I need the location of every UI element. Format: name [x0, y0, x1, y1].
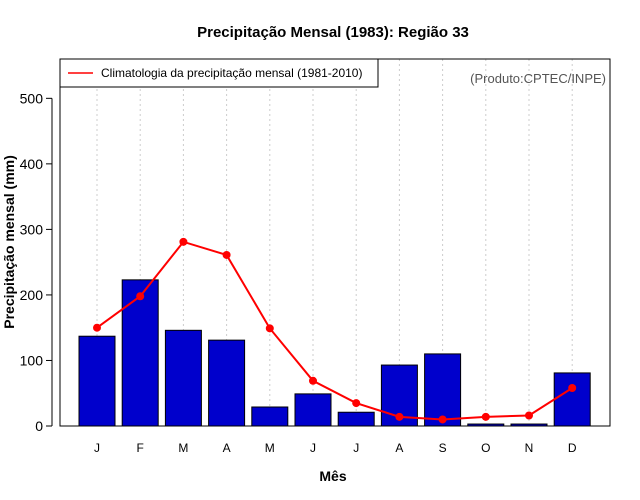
x-tick-label-10: O [481, 441, 490, 455]
bars [78, 279, 591, 427]
legend: Climatologia da precipitação mensal (198… [59, 58, 379, 88]
bar-12 [553, 372, 591, 427]
climatology-point-11 [525, 411, 533, 420]
climatology-point-9 [438, 415, 447, 424]
bar-1 [78, 335, 116, 427]
climatology-point-7 [352, 399, 361, 408]
bar-7 [337, 411, 375, 427]
climatology-line-series [93, 237, 577, 424]
climatology-point-5 [265, 324, 274, 333]
x-tick-label-6: J [310, 441, 316, 455]
x-tick-label-3: M [178, 441, 188, 455]
bar-4 [208, 339, 246, 427]
x-tick-label-9: S [439, 441, 447, 455]
x-tick-label-2: F [137, 441, 144, 455]
y-tick-label-300: 300 [20, 221, 44, 237]
y-tick-label-200: 200 [20, 287, 44, 303]
y-tick-label-500: 500 [20, 90, 44, 106]
y-tick-label-0: 0 [35, 418, 43, 434]
climatology-point-12 [568, 383, 577, 392]
x-axis-label: Mês [319, 468, 346, 484]
climatology-line [96, 240, 573, 421]
climatology-point-8 [395, 412, 404, 421]
bar-3 [164, 329, 202, 427]
axes: 0 100 200 300 400 500 J F M A M J J A S O N D [20, 90, 577, 455]
legend-box [59, 58, 379, 88]
legend-entry-climatology: Climatologia da precipitação mensal (198… [101, 66, 362, 80]
climatology-point-2 [136, 292, 145, 301]
climatology-point-4 [222, 250, 231, 259]
bar-2 [121, 279, 159, 427]
chart-title: Precipitação Mensal (1983): Região 33 [197, 24, 469, 41]
x-tick-label-1: J [94, 441, 100, 455]
x-tick-label-7: J [353, 441, 359, 455]
y-tick-label-100: 100 [20, 352, 44, 368]
bar-9 [424, 353, 462, 427]
bar-5 [251, 406, 289, 427]
x-tick-label-12: D [568, 441, 577, 455]
y-axis-label: Precipitação mensal (mm) [1, 155, 17, 329]
climatology-point-1 [93, 323, 101, 332]
x-tick-label-8: A [395, 441, 403, 455]
climatology-point-6 [309, 376, 317, 385]
bar-6 [294, 393, 332, 427]
climatology-point-10 [481, 412, 490, 421]
x-tick-label-11: N [525, 441, 534, 455]
x-tick-label-5: M [265, 441, 275, 455]
source-annotation: (Produto:CPTEC/INPE) [470, 71, 606, 86]
x-tick-label-4: A [223, 441, 231, 455]
climatology-point-3 [179, 237, 188, 246]
y-tick-label-400: 400 [20, 156, 44, 172]
